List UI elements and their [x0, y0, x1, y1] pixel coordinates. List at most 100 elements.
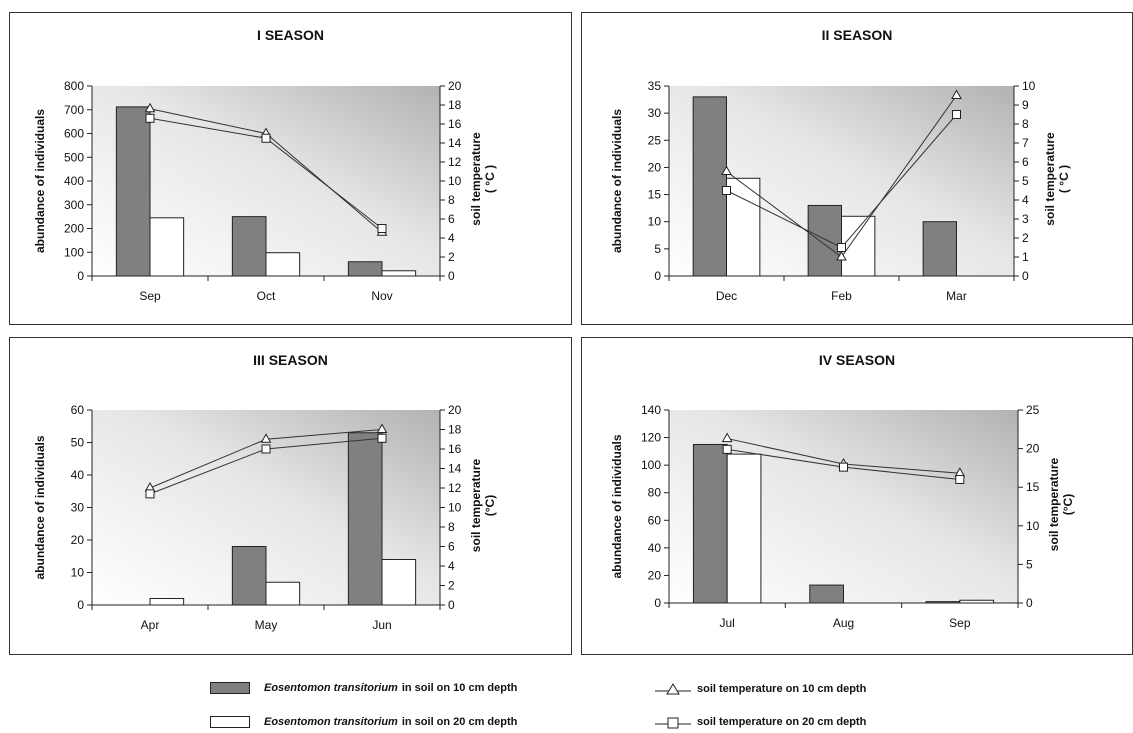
- y2-axis-unit: (°C): [483, 495, 497, 516]
- y2-tick-label: 4: [1022, 193, 1029, 207]
- y2-axis-label: soil temperature: [469, 458, 483, 552]
- x-tick-label: Oct: [257, 289, 276, 303]
- triangle-marker-jul: [721, 432, 733, 443]
- bar-20cm-oct: [265, 252, 301, 277]
- square-marker-oct: [261, 133, 271, 143]
- y-tick-label: 10: [71, 566, 85, 580]
- y2-tick-label: 0: [448, 269, 455, 283]
- x-tick-label: Nov: [371, 289, 392, 303]
- y-tick-label: 0: [77, 598, 84, 612]
- square-marker-icon: [655, 717, 691, 729]
- y-tick-label: 400: [64, 174, 84, 188]
- y2-tick-label: 14: [448, 462, 462, 476]
- y2-tick-label: 10: [448, 501, 462, 515]
- legend-label-20: in soil on 20 cm depth: [401, 716, 518, 728]
- y-tick-label: 50: [71, 436, 85, 450]
- x-tick-label: Dec: [716, 289, 737, 303]
- triangle-marker-dec: [721, 165, 732, 175]
- y-tick-label: 5: [654, 242, 661, 256]
- y2-tick-label: 3: [1022, 212, 1029, 226]
- chart-title: III SEASON: [253, 352, 328, 368]
- y-tick-label: 20: [648, 160, 662, 174]
- x-tick-label: Aug: [833, 616, 854, 630]
- y-tick-label: 100: [641, 458, 661, 472]
- y2-tick-label: 12: [448, 481, 462, 495]
- chart-title: I SEASON: [257, 27, 324, 43]
- triangle-marker-icon: [655, 683, 691, 695]
- y-tick-label: 0: [654, 596, 661, 610]
- legend-label-10: in soil on 10 cm depth: [401, 682, 518, 694]
- y2-tick-label: 5: [1026, 557, 1033, 571]
- y-tick-label: 500: [64, 150, 84, 164]
- bar-10cm-dec: [692, 96, 728, 277]
- y-axis-label: abundance of individuals: [610, 109, 624, 253]
- y2-tick-label: 20: [1026, 442, 1040, 456]
- y2-tick-label: 1: [1022, 250, 1029, 264]
- bar-10cm-oct: [231, 216, 267, 277]
- x-tick-label: Sep: [139, 289, 161, 303]
- y2-tick-label: 15: [1026, 480, 1040, 494]
- legend-item-bar-20cm: Eosentomon transitorium in soil on 20 cm…: [210, 714, 517, 730]
- y-tick-label: 0: [654, 269, 661, 283]
- y2-tick-label: 5: [1022, 174, 1029, 188]
- bar-10cm-sep: [115, 106, 151, 277]
- y2-axis-unit: (°C): [1061, 494, 1075, 515]
- y2-tick-label: 2: [448, 250, 455, 264]
- y2-tick-label: 20: [448, 79, 462, 93]
- y-tick-label: 80: [648, 486, 662, 500]
- y2-tick-label: 6: [1022, 155, 1029, 169]
- y2-tick-label: 12: [448, 155, 462, 169]
- y2-tick-label: 8: [1022, 117, 1029, 131]
- y-tick-label: 15: [648, 188, 662, 202]
- y-axis-label: abundance of individuals: [610, 434, 624, 578]
- bar-20cm-feb: [841, 215, 876, 277]
- y2-axis-label: soil temperature: [1043, 132, 1057, 226]
- y-tick-label: 25: [648, 133, 662, 147]
- y-axis-label: abundance of individuals: [33, 435, 47, 579]
- square-marker-nov: [377, 224, 387, 233]
- y2-axis-unit: ( °C ): [1057, 165, 1071, 193]
- y-tick-label: 100: [64, 245, 84, 259]
- y-tick-label: 20: [648, 568, 662, 582]
- y-tick-label: 10: [648, 215, 662, 229]
- y2-axis-label: soil temperature: [1047, 457, 1061, 551]
- chart-title: II SEASON: [822, 27, 893, 43]
- square-marker-jul: [722, 444, 732, 454]
- bar-10cm-may: [231, 546, 267, 606]
- y-tick-label: 0: [77, 269, 84, 283]
- bar-10cm-jul: [692, 443, 728, 604]
- x-tick-label: Sep: [949, 616, 971, 630]
- y2-tick-label: 0: [448, 598, 455, 612]
- y2-tick-label: 0: [1026, 596, 1033, 610]
- bar-10cm-aug: [809, 584, 844, 604]
- legend-item-bar-10cm: Eosentomon transitorium in soil on 10 cm…: [210, 680, 517, 696]
- chart-panel-4: IV SEASON 0 20 40 60 80 100 120 140 0 5 10 15 20 25 Jul…: [581, 337, 1133, 655]
- bar-20cm-jul: [726, 453, 762, 604]
- y-axis-label: abundance of individuals: [33, 109, 47, 253]
- y2-tick-label: 6: [448, 540, 455, 554]
- chart-title: IV SEASON: [819, 352, 895, 368]
- bar-20cm-sep: [149, 217, 185, 277]
- bar-20cm-apr: [149, 598, 185, 606]
- chart-panel-2: II SEASON 0 5 10 15 20 25 30 35 0 1 2 3 4 5 6 7 8 9 10 Dec Fe…: [581, 12, 1133, 325]
- y2-tick-label: 10: [448, 174, 462, 188]
- legend-species-20: Eosentomon transitorium: [264, 716, 398, 728]
- y2-tick-label: 2: [448, 579, 455, 593]
- y-tick-label: 40: [648, 541, 662, 555]
- legend-item-line-10cm: soil temperature on 10 cm depth: [655, 681, 866, 697]
- y2-tick-label: 4: [448, 559, 455, 573]
- x-tick-label: Jun: [372, 618, 391, 632]
- chart-panel-3: III SEASON 0 10 20 30 40 50 60 0 2 4 6 8 10 12 14 16 18 20…: [9, 337, 572, 655]
- y2-tick-label: 8: [448, 520, 455, 534]
- bar-20cm-may: [265, 581, 301, 606]
- triangle-marker-jun: [376, 423, 388, 433]
- bar-20cm-dec: [726, 177, 761, 277]
- legend-swatch-white: [210, 716, 250, 728]
- y2-tick-label: 0: [1022, 269, 1029, 283]
- y2-tick-label: 10: [1026, 519, 1040, 533]
- square-marker-sep: [145, 113, 155, 123]
- x-tick-label: Feb: [831, 289, 852, 303]
- y-tick-label: 800: [64, 79, 84, 93]
- square-marker-apr: [145, 489, 155, 499]
